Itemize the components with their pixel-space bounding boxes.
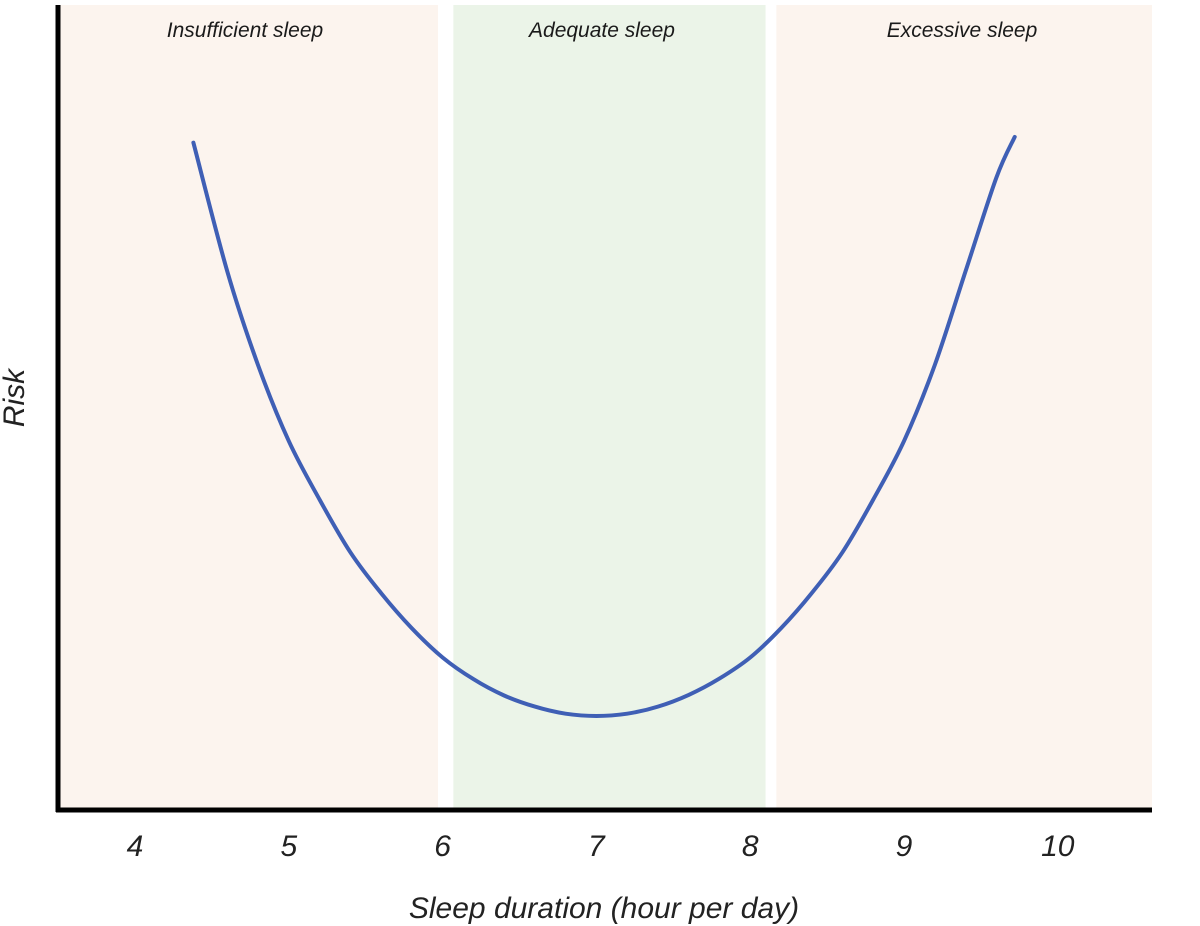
- x-tick-label-7: 7: [588, 830, 606, 863]
- x-axis-title: Sleep duration (hour per day): [409, 892, 799, 925]
- zone-label-0: Insufficient sleep: [167, 19, 323, 42]
- x-tick-label-6: 6: [434, 830, 451, 863]
- zone-label-2: Excessive sleep: [887, 19, 1038, 42]
- x-tick-label-10: 10: [1041, 830, 1075, 863]
- x-tick-label-4: 4: [127, 830, 144, 863]
- x-tick-label-9: 9: [896, 830, 913, 863]
- zones-layer: Insufficient sleep Adequate sleep Excessiv…: [58, 5, 1152, 810]
- y-axis-title: Risk: [0, 367, 31, 427]
- x-tick-labels: 4 5 6 7 8 9 10: [127, 830, 1075, 863]
- x-tick-label-8: 8: [742, 830, 759, 863]
- zone-band-2: [776, 5, 1152, 810]
- zone-band-0: [58, 5, 438, 810]
- axes-layer: [55, 5, 1152, 813]
- zone-label-1: Adequate sleep: [527, 19, 675, 42]
- zone-band-1: [453, 5, 766, 810]
- risk-curve: [191, 134, 1017, 718]
- x-tick-label-5: 5: [280, 830, 297, 863]
- curve-layer: [191, 134, 1017, 718]
